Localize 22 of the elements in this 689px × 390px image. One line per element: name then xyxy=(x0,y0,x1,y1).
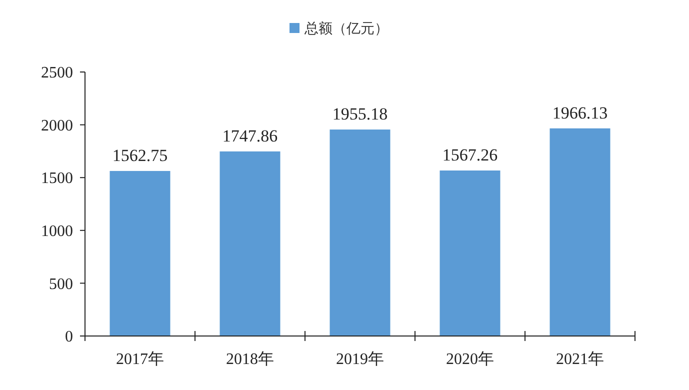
y-tick-label: 2000 xyxy=(41,117,73,134)
bar xyxy=(330,130,390,336)
data-label: 1747.86 xyxy=(222,126,278,146)
y-tick-label: 2500 xyxy=(41,64,73,82)
bar xyxy=(110,170,170,336)
x-tick-label: 2018年 xyxy=(226,351,274,368)
bar xyxy=(440,170,500,336)
x-tick-label: 2021年 xyxy=(556,351,604,368)
data-label: 1567.26 xyxy=(442,145,498,164)
data-label: 1562.75 xyxy=(112,146,168,165)
data-label: 1966.13 xyxy=(552,103,608,122)
legend-label: 总额（亿元） xyxy=(304,20,388,37)
y-tick-label: 500 xyxy=(49,276,73,293)
y-tick-label: 1500 xyxy=(41,170,73,188)
bar xyxy=(550,128,610,336)
data-label: 1955.18 xyxy=(332,104,388,124)
x-tick-label: 2019年 xyxy=(336,351,384,368)
bar xyxy=(220,151,280,336)
x-tick-label: 2017年 xyxy=(116,351,164,368)
y-tick-label: 1000 xyxy=(41,223,73,240)
x-tick-label: 2020年 xyxy=(446,351,494,368)
y-tick-label: 0 xyxy=(65,328,73,346)
